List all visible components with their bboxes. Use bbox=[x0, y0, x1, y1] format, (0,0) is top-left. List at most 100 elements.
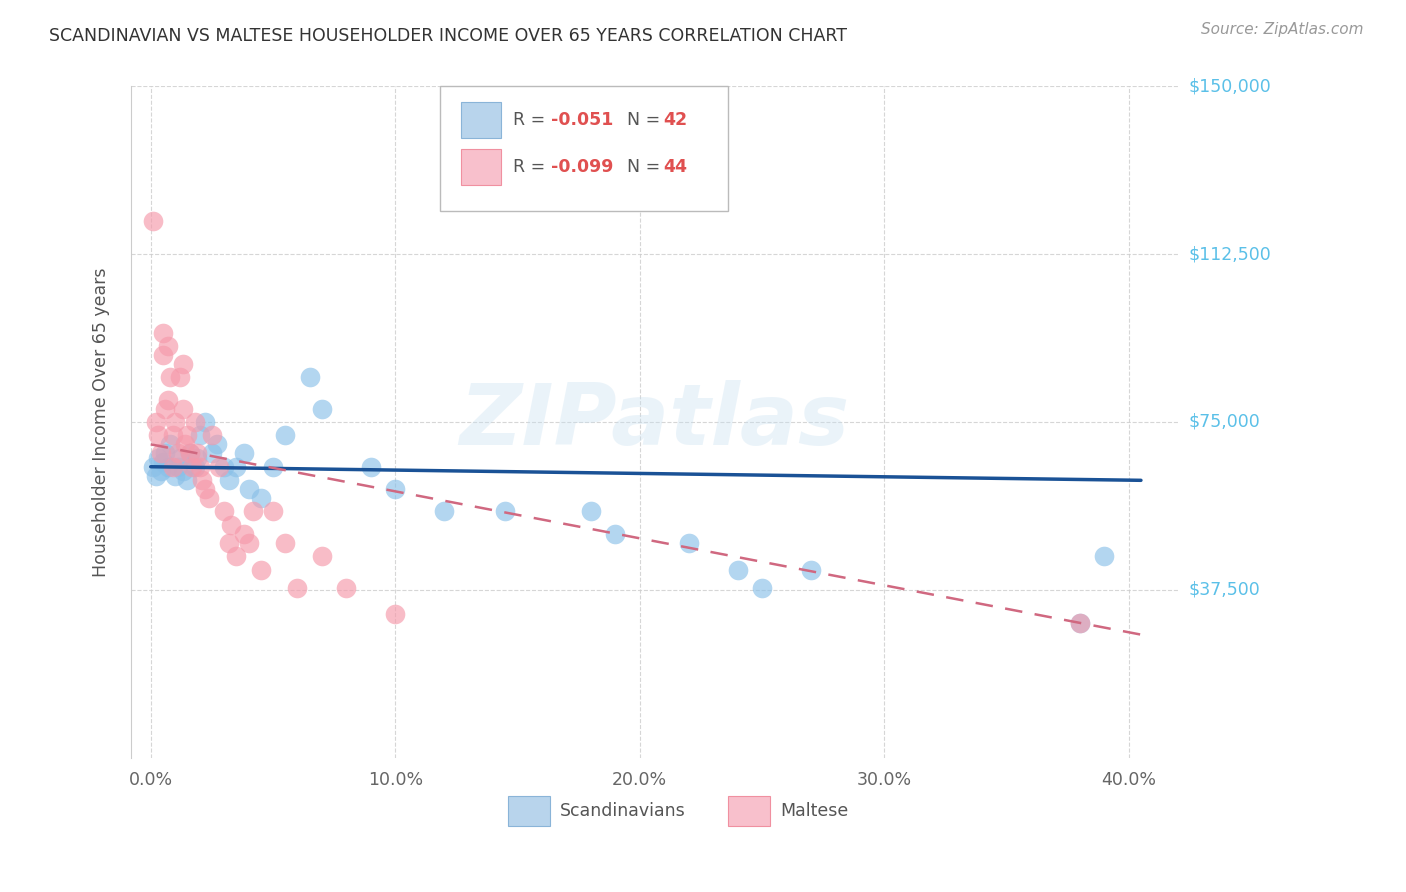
Point bbox=[169, 370, 191, 384]
Point bbox=[169, 450, 191, 465]
Text: 42: 42 bbox=[662, 111, 688, 129]
Point bbox=[262, 504, 284, 518]
Point bbox=[298, 370, 321, 384]
Point bbox=[159, 437, 181, 451]
Point bbox=[166, 446, 188, 460]
Point bbox=[218, 536, 240, 550]
Point bbox=[335, 581, 357, 595]
Point bbox=[384, 607, 406, 622]
Point bbox=[212, 459, 235, 474]
Point bbox=[152, 455, 174, 469]
FancyBboxPatch shape bbox=[728, 797, 769, 826]
Point bbox=[727, 563, 749, 577]
Point bbox=[384, 482, 406, 496]
Point bbox=[287, 581, 309, 595]
Point bbox=[165, 415, 187, 429]
Text: R =: R = bbox=[513, 158, 551, 176]
Point bbox=[579, 504, 602, 518]
Point bbox=[162, 428, 184, 442]
Point bbox=[172, 401, 194, 416]
FancyBboxPatch shape bbox=[508, 797, 550, 826]
Point bbox=[212, 504, 235, 518]
Text: R =: R = bbox=[513, 111, 551, 129]
Point bbox=[186, 446, 208, 460]
Point bbox=[433, 504, 456, 518]
Point bbox=[156, 459, 179, 474]
Text: -0.099: -0.099 bbox=[551, 158, 613, 176]
Point bbox=[1069, 616, 1091, 631]
Point bbox=[605, 526, 627, 541]
Point bbox=[225, 459, 247, 474]
Text: N =: N = bbox=[616, 111, 665, 129]
Point bbox=[162, 459, 184, 474]
Point bbox=[201, 446, 224, 460]
Text: $37,500: $37,500 bbox=[1188, 581, 1261, 599]
Text: N =: N = bbox=[616, 158, 665, 176]
Y-axis label: Householder Income Over 65 years: Householder Income Over 65 years bbox=[93, 268, 110, 577]
Point bbox=[201, 428, 224, 442]
Point bbox=[155, 401, 177, 416]
Point bbox=[149, 446, 172, 460]
Point bbox=[179, 446, 201, 460]
Point bbox=[176, 428, 198, 442]
Point bbox=[174, 437, 197, 451]
Point bbox=[159, 370, 181, 384]
Point bbox=[205, 437, 228, 451]
Point bbox=[249, 563, 271, 577]
Point bbox=[232, 526, 254, 541]
Point bbox=[242, 504, 264, 518]
Point bbox=[193, 415, 215, 429]
Point bbox=[188, 459, 211, 474]
Point bbox=[198, 491, 221, 505]
Point bbox=[152, 348, 174, 362]
Text: Maltese: Maltese bbox=[780, 802, 848, 821]
FancyBboxPatch shape bbox=[461, 148, 501, 186]
Point bbox=[176, 473, 198, 487]
Point bbox=[238, 482, 260, 496]
Point bbox=[225, 549, 247, 564]
Point bbox=[146, 428, 169, 442]
Text: SCANDINAVIAN VS MALTESE HOUSEHOLDER INCOME OVER 65 YEARS CORRELATION CHART: SCANDINAVIAN VS MALTESE HOUSEHOLDER INCO… bbox=[49, 27, 848, 45]
Point bbox=[166, 459, 188, 474]
Text: Source: ZipAtlas.com: Source: ZipAtlas.com bbox=[1201, 22, 1364, 37]
Point bbox=[152, 326, 174, 340]
Text: ZIPatlas: ZIPatlas bbox=[460, 381, 849, 464]
Point bbox=[274, 428, 297, 442]
Point bbox=[262, 459, 284, 474]
Point bbox=[494, 504, 516, 518]
Point bbox=[193, 482, 215, 496]
Text: $75,000: $75,000 bbox=[1188, 413, 1261, 431]
Text: $112,500: $112,500 bbox=[1188, 245, 1271, 263]
FancyBboxPatch shape bbox=[461, 102, 501, 138]
Point bbox=[751, 581, 773, 595]
Point bbox=[1092, 549, 1115, 564]
Point bbox=[165, 468, 187, 483]
Point bbox=[208, 459, 231, 474]
Point bbox=[181, 459, 204, 474]
Point bbox=[156, 339, 179, 353]
Point bbox=[311, 549, 333, 564]
Point bbox=[249, 491, 271, 505]
Point bbox=[186, 450, 208, 465]
Point bbox=[1069, 616, 1091, 631]
Point bbox=[238, 536, 260, 550]
Point bbox=[156, 392, 179, 407]
Text: $150,000: $150,000 bbox=[1188, 78, 1271, 95]
FancyBboxPatch shape bbox=[440, 87, 728, 211]
Point bbox=[311, 401, 333, 416]
Point bbox=[172, 357, 194, 371]
Point bbox=[800, 563, 823, 577]
Text: Scandinavians: Scandinavians bbox=[560, 802, 686, 821]
Point bbox=[146, 450, 169, 465]
Point bbox=[172, 464, 194, 478]
Point bbox=[149, 464, 172, 478]
Point bbox=[678, 536, 700, 550]
Point bbox=[218, 473, 240, 487]
Point bbox=[360, 459, 382, 474]
Point bbox=[232, 446, 254, 460]
Point bbox=[184, 415, 207, 429]
Point bbox=[191, 473, 214, 487]
Point bbox=[184, 459, 207, 474]
Point bbox=[142, 459, 165, 474]
Text: 44: 44 bbox=[662, 158, 686, 176]
